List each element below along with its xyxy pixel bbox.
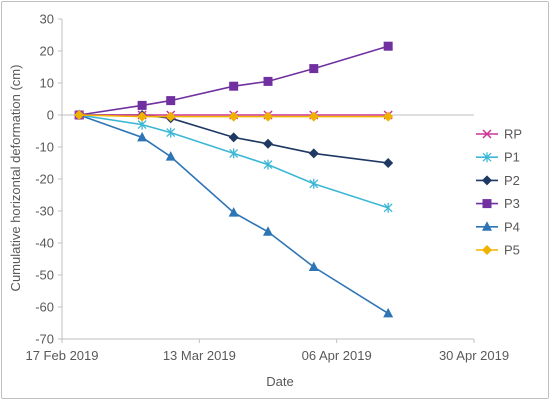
data-point-p4	[137, 131, 148, 142]
legend-marker	[482, 152, 492, 163]
data-point-p1	[263, 159, 273, 170]
legend-item-rp: RP	[476, 127, 522, 142]
x-tick-label: 30 Apr 2019	[439, 348, 509, 363]
data-point-p4	[263, 226, 273, 236]
data-point-p4	[165, 151, 176, 161]
legend-item-p1: P1	[476, 150, 520, 165]
legend-label: P1	[504, 150, 520, 165]
legend-marker	[482, 129, 492, 139]
series-line-p1	[79, 114, 389, 209]
series-line-p3	[79, 45, 389, 116]
data-point-p1	[309, 178, 319, 189]
data-point-p2	[308, 148, 319, 159]
data-point-p5	[263, 111, 273, 122]
y-tick-label: -40	[35, 236, 54, 251]
data-point-p3	[229, 81, 239, 91]
data-point-p5	[308, 111, 319, 122]
data-point-p1	[229, 148, 239, 159]
data-point-p3	[263, 76, 273, 86]
series-p4	[74, 109, 394, 318]
legend-item-p5: P5	[476, 243, 520, 258]
legend-label: RP	[504, 127, 522, 142]
legend-marker	[482, 199, 492, 209]
legend-label: P4	[504, 219, 520, 234]
data-point-p4	[308, 261, 319, 271]
y-tick-label: -10	[35, 140, 54, 155]
x-tick-label: 06 Apr 2019	[302, 348, 372, 363]
legend-item-p2: P2	[476, 173, 520, 188]
data-point-p2	[383, 158, 394, 168]
y-axis-title: Cumulative horizontal deformation (cm)	[8, 65, 23, 292]
legend: RP P1 P2 P3 P4 P5	[476, 127, 522, 258]
y-tick-label: 0	[47, 108, 54, 123]
data-point-p5	[74, 110, 85, 120]
series-p3	[74, 41, 393, 120]
legend-item-p3: P3	[476, 196, 520, 211]
data-point-p5	[383, 111, 394, 122]
data-point-p3	[166, 96, 176, 106]
data-point-p3	[309, 64, 319, 74]
data-point-p4	[383, 307, 394, 318]
legend-label: P5	[504, 243, 520, 258]
data-point-p5	[165, 111, 176, 122]
y-tick-label: -30	[35, 204, 54, 219]
data-point-p1	[166, 127, 176, 138]
data-point-p1	[383, 202, 393, 213]
y-tick-label: -60	[35, 300, 54, 315]
series-group	[74, 41, 394, 318]
y-tick-label: -20	[35, 172, 54, 187]
data-point-p3	[137, 100, 147, 110]
legend-label: P2	[504, 173, 520, 188]
x-tick-label: 17 Feb 2019	[25, 348, 98, 363]
data-point-p5	[228, 111, 239, 122]
legend-marker	[482, 175, 492, 186]
x-tick-label: 13 Mar 2019	[163, 348, 236, 363]
data-point-p5	[137, 111, 148, 122]
series-p1	[74, 110, 393, 213]
y-tick-label: -70	[35, 332, 54, 347]
data-point-p4	[228, 207, 239, 217]
y-tick-label: -50	[35, 268, 54, 283]
legend-item-p4: P4	[476, 219, 520, 234]
x-axis-title: Date	[266, 374, 293, 389]
y-tick-label: 20	[40, 44, 54, 59]
legend-marker	[482, 245, 492, 255]
y-tick-label: 10	[40, 76, 54, 91]
data-point-p2	[263, 138, 273, 149]
data-point-p3	[383, 41, 393, 51]
legend-label: P3	[504, 196, 520, 211]
y-tick-label: 30	[40, 12, 54, 27]
data-point-p2	[228, 132, 239, 143]
series-p5	[74, 110, 394, 122]
legend-marker	[482, 221, 492, 231]
